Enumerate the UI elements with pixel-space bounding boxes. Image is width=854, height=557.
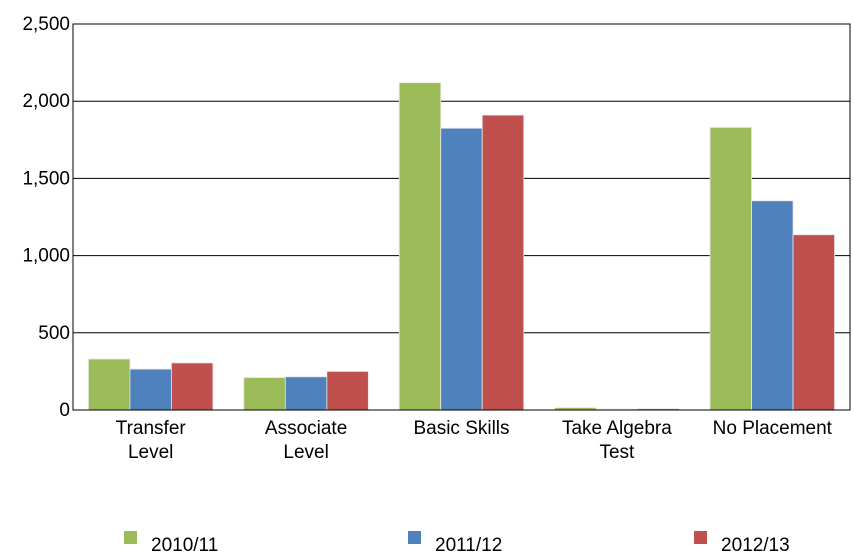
- legend-label: 2011/12: [435, 535, 502, 556]
- x-category-label: Take Algebra: [562, 418, 672, 439]
- y-tick-label: 500: [38, 323, 70, 344]
- x-category-label: Level: [283, 442, 328, 463]
- y-axis-tick-labels: 0 500 1,000 1,500 2,000 2,500: [22, 14, 70, 421]
- legend-swatch: [694, 531, 707, 544]
- bar-2012-13-0: [171, 362, 214, 411]
- bar-2010-11-1: [243, 377, 286, 411]
- x-category-label: Test: [599, 442, 635, 463]
- x-category-label: Associate: [265, 418, 347, 439]
- legend-swatch: [408, 531, 421, 544]
- bar-2010-11-0: [88, 358, 131, 411]
- x-category-label: Level: [128, 442, 173, 463]
- bar-2011-12-4: [751, 200, 794, 411]
- legend-label: 2010/11: [151, 535, 218, 556]
- y-tick-label: 1,000: [22, 246, 70, 267]
- bar-2010-11-2: [398, 82, 442, 411]
- y-tick-label: 2,000: [22, 91, 70, 112]
- legend-swatch: [124, 531, 137, 544]
- x-axis-category-labels: Transfer Level Associate Level Basic Skills T…: [116, 418, 833, 463]
- bar-2012-13-4: [792, 234, 835, 411]
- legend: 2010/11 2011/12 2012/13: [124, 531, 790, 556]
- bar-2011-12-1: [284, 376, 328, 411]
- bar-2011-12-0: [129, 368, 172, 411]
- bars: [88, 82, 835, 411]
- legend-label: 2012/13: [721, 535, 790, 556]
- bar-2011-12-2: [440, 127, 483, 411]
- x-category-label: No Placement: [713, 418, 833, 439]
- x-category-label: Basic Skills: [413, 418, 509, 439]
- bar-2010-11-4: [709, 127, 752, 411]
- bar-2012-13-1: [326, 370, 369, 411]
- y-tick-label: 0: [59, 400, 70, 421]
- bar-2012-13-2: [481, 114, 525, 411]
- y-tick-label: 1,500: [22, 168, 70, 189]
- x-category-label: Transfer: [116, 418, 187, 439]
- plot-frame: [72, 23, 851, 411]
- y-tick-label: 2,500: [22, 14, 70, 35]
